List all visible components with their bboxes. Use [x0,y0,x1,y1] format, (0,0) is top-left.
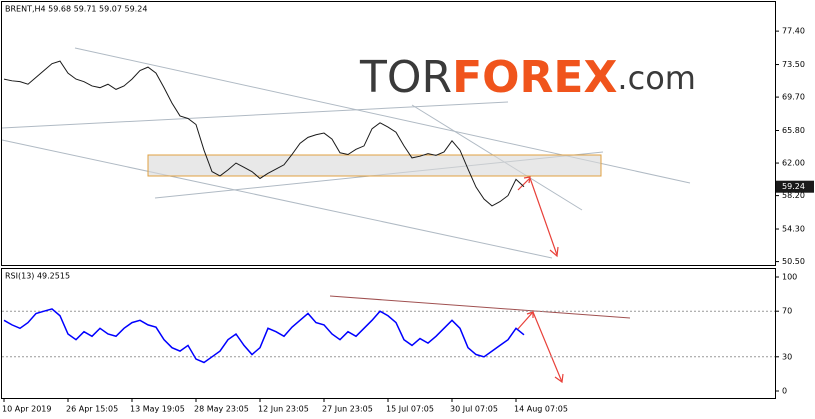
support-zone [147,154,602,177]
price-panel [1,1,776,266]
series-line [3,308,525,364]
symbol-title: BRENT,H4 59.68 59.71 59.07 59.24 [5,5,147,14]
x-tick-label: 15 Jul 07:05 [386,405,434,414]
indicator-title: RSI(13) 49.2515 [5,272,70,281]
x-tick-label: 26 Apr 15:05 [66,405,118,414]
y-tick-label: 73.50 [782,60,805,69]
x-tick-label: 27 Jun 23:05 [322,405,373,414]
forecast-arrows [516,176,564,384]
watermark-forex: FOREX [452,52,617,103]
watermark-tor: TOR [359,52,452,103]
y-tick-label: 54.30 [782,225,805,234]
y-tick-label: 100 [782,273,797,282]
x-tick-label: 28 May 23:05 [194,405,249,414]
watermark-com: .com [617,59,696,97]
y-tick-label: 69.70 [782,93,805,102]
x-tick-label: 30 Jul 07:05 [450,405,498,414]
x-tick-label: 10 Apr 2019 [2,405,51,414]
y-tick-label: 77.40 [782,27,805,36]
x-tick-label: 13 May 19:05 [130,405,185,414]
series-line [3,60,525,207]
y-tick-label: 58.20 [782,191,805,200]
y-tick-label: 50.50 [782,257,805,266]
y-tick-label: 65.80 [782,126,805,135]
price-box [776,180,814,193]
watermark: TORFOREX.com [359,52,696,103]
y-tick-label: 0 [782,387,787,396]
x-tick-label: 14 Aug 07:05 [514,405,568,414]
y-tick-label: 30 [782,352,792,361]
rsi-trend-line [329,295,631,319]
y-tick-label: 70 [782,307,792,316]
x-tick-label: 12 Jun 23:05 [258,405,309,414]
price-label: 59.24 [782,182,805,191]
y-tick-label: 62.00 [782,159,805,168]
